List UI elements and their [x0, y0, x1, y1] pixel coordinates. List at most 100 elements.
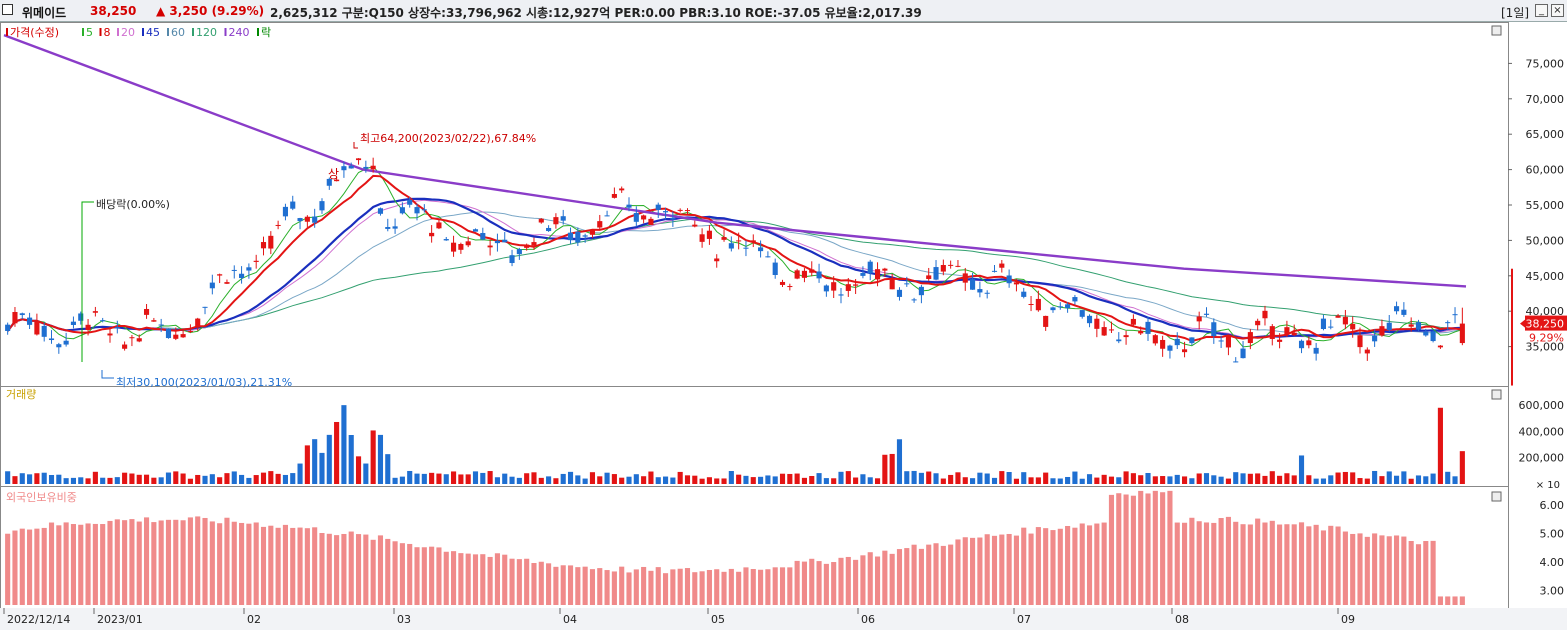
foreign-bar — [458, 553, 464, 605]
period-selector[interactable]: [1일] — [1501, 6, 1530, 20]
volume-bar — [597, 476, 603, 484]
volume-bar — [407, 470, 413, 484]
foreign-bar — [889, 553, 895, 605]
volume-bar — [1196, 473, 1202, 484]
volume-bar — [436, 473, 442, 484]
volume-bar — [948, 474, 954, 484]
volume-bar — [1035, 477, 1041, 484]
candle — [63, 340, 69, 345]
foreign-bar — [209, 521, 215, 605]
foreign-bar — [1233, 521, 1239, 605]
volume-bar — [92, 471, 98, 484]
foreign-bar — [63, 522, 69, 605]
candle — [231, 269, 237, 271]
candle — [385, 227, 391, 229]
candle — [955, 265, 961, 267]
volume-bar — [1028, 477, 1034, 484]
foreign-bar — [19, 528, 25, 605]
foreign-bar — [202, 517, 208, 605]
foreign-bar — [187, 517, 193, 605]
candle — [1050, 307, 1056, 311]
volume-bar — [670, 477, 676, 484]
foreign-bar — [92, 523, 98, 605]
foreign-bar — [816, 561, 822, 605]
volume-bar — [1167, 476, 1173, 484]
x-tick-label: 07 — [1017, 613, 1031, 626]
volume-bar — [56, 474, 62, 484]
candle — [918, 286, 924, 296]
candle — [567, 232, 574, 241]
volume-bar — [370, 430, 376, 484]
volume-bar — [355, 456, 362, 484]
foreign-bar — [524, 558, 530, 605]
foreign-bar — [1445, 596, 1451, 605]
candle — [538, 218, 544, 223]
foreign-bar — [1372, 533, 1378, 605]
volume-tick-label: 200,000 — [1519, 452, 1565, 465]
minimize-button[interactable]: _ — [1535, 4, 1548, 17]
volume-bar — [334, 421, 340, 484]
volume-bar — [970, 478, 976, 484]
volume-bar — [991, 477, 998, 484]
candle — [1364, 349, 1370, 354]
foreign-bar — [1203, 522, 1210, 605]
volume-bar — [377, 434, 384, 484]
volume-bar — [553, 478, 559, 484]
volume-bar — [1437, 407, 1443, 484]
candle — [838, 294, 844, 296]
candle — [1313, 347, 1319, 354]
candle — [728, 243, 734, 249]
volume-bar — [1320, 478, 1327, 484]
foreign-bar — [1108, 494, 1115, 605]
foreign-bar — [443, 551, 449, 605]
candle — [977, 289, 983, 293]
candle — [429, 232, 435, 237]
candle — [1459, 323, 1465, 344]
volume-bar — [187, 478, 193, 484]
volume-bar — [122, 472, 128, 484]
candle — [5, 324, 11, 331]
candle — [1372, 335, 1378, 342]
foreign-bar — [896, 549, 903, 605]
volume-bar — [831, 478, 837, 484]
close-button[interactable]: × — [1551, 4, 1564, 17]
volume-bar — [1079, 478, 1085, 484]
candle — [78, 313, 84, 321]
foreign-bar — [1145, 493, 1151, 605]
foreign-bar — [158, 520, 164, 605]
foreign-bar — [319, 533, 325, 605]
candle — [1262, 310, 1268, 319]
foreign-bar — [758, 569, 764, 605]
candle — [377, 208, 384, 214]
candle — [867, 261, 873, 274]
candle — [151, 320, 157, 322]
checkbox[interactable] — [2, 4, 13, 15]
foreign-bar — [1101, 522, 1107, 605]
candle — [560, 216, 566, 221]
volume-bar — [399, 476, 405, 484]
foreign-bar — [750, 569, 756, 605]
candle — [363, 166, 369, 169]
volume-bar — [633, 474, 639, 484]
candle — [882, 268, 888, 271]
candle — [165, 328, 172, 339]
foreign-bar — [1006, 533, 1012, 605]
volume-bar — [472, 471, 479, 484]
foreign-bar — [275, 527, 281, 605]
foreign-bar — [363, 534, 369, 605]
legend-item-0: 가격(수정) — [10, 26, 59, 39]
foreign-bar — [1277, 524, 1283, 605]
candle — [85, 324, 91, 330]
candle — [341, 166, 347, 171]
volume-bar — [1233, 472, 1239, 484]
candle — [158, 324, 164, 326]
volume-bar — [641, 476, 647, 484]
foreign-bar — [853, 559, 859, 605]
foreign-bar — [494, 553, 500, 605]
foreign-bar — [933, 543, 939, 605]
foreign-tick-label: 4.00 — [1540, 556, 1565, 569]
volume-bar — [202, 475, 208, 484]
foreign-bar — [129, 519, 135, 605]
candle — [319, 201, 325, 211]
foreign-bar — [377, 535, 384, 605]
